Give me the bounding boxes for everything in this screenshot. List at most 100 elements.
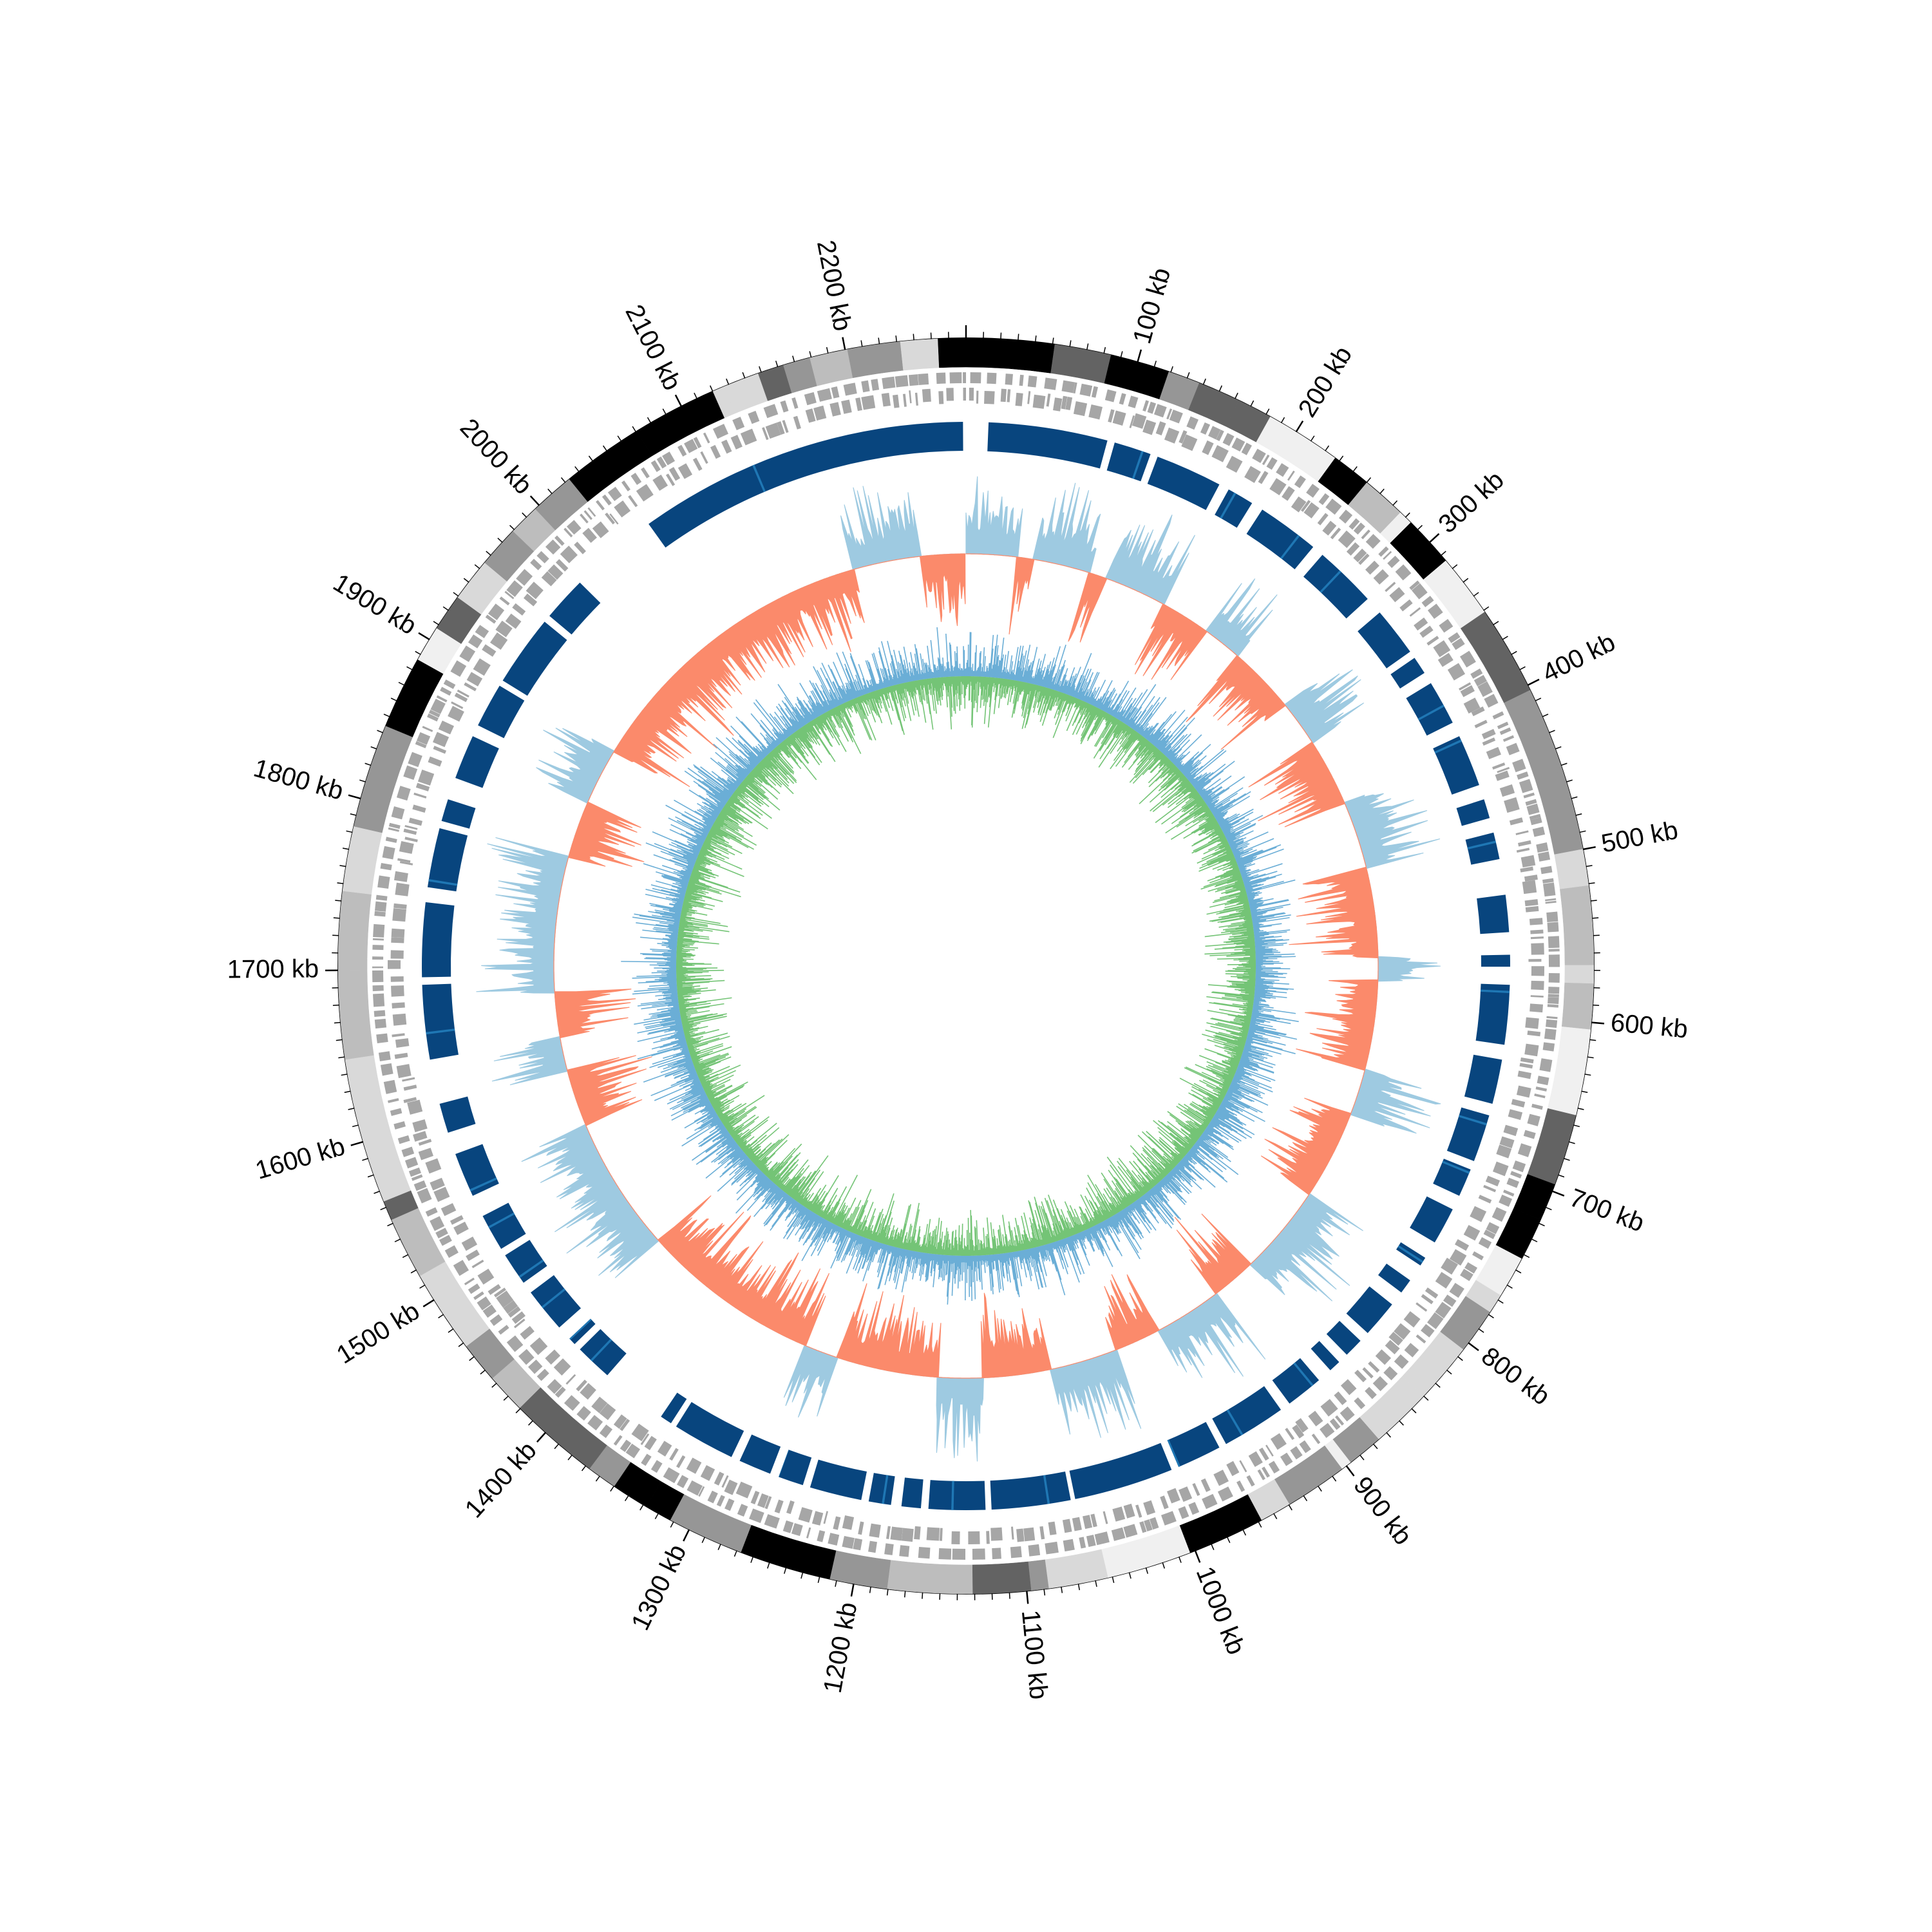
skew-positive-bar <box>1254 935 1265 938</box>
skew-positive-bar <box>1230 842 1244 849</box>
gene-feature <box>461 1236 478 1251</box>
skew-negative-bar <box>676 956 691 958</box>
gene-feature <box>1262 1466 1270 1478</box>
skew-negative-bar <box>1045 687 1048 696</box>
gene-feature <box>1276 463 1289 477</box>
skew-negative-bar <box>1185 783 1192 789</box>
skew-positive-bar <box>1018 1251 1023 1269</box>
ideogram-band <box>810 349 853 386</box>
skew-negative-bar <box>1125 728 1133 738</box>
skew-negative-bar <box>1168 1159 1177 1167</box>
skew-negative-bar <box>1060 1209 1072 1236</box>
skew-negative-bar <box>1055 694 1068 725</box>
skew-negative-bar <box>1023 683 1032 719</box>
skew-negative-bar <box>1052 1209 1065 1240</box>
skew-negative-bar <box>1205 1118 1211 1122</box>
skew-positive-bar <box>1118 697 1133 721</box>
gene-feature <box>529 1337 548 1356</box>
gene-feature <box>1492 711 1504 720</box>
skew-positive-bar <box>1112 690 1128 716</box>
skew-positive-bar <box>1168 1172 1190 1195</box>
skew-positive-bar <box>1222 1099 1265 1122</box>
gene-feature <box>385 837 397 843</box>
skew-negative-bar <box>1220 844 1230 850</box>
skew-positive-bar <box>1086 1229 1092 1240</box>
gene-feature <box>749 1508 764 1523</box>
skew-negative-bar <box>1108 1170 1133 1204</box>
skew-negative-bar <box>985 677 988 702</box>
gene-feature <box>909 390 912 404</box>
skew-negative-bar <box>1202 1101 1218 1111</box>
skew-positive-bar <box>1233 849 1244 855</box>
region-block <box>455 736 499 788</box>
skew-negative-bar <box>1116 720 1121 725</box>
skew-positive-bar <box>1096 1224 1111 1251</box>
skew-negative-bar <box>1218 833 1224 837</box>
skew-positive-bar <box>992 645 996 677</box>
skew-negative-bar <box>1033 685 1041 713</box>
skew-positive-bar <box>1117 709 1124 719</box>
skew-negative-bar <box>1130 729 1134 735</box>
gene-feature <box>432 732 450 748</box>
skew-negative-bar <box>1039 1239 1043 1246</box>
skew-negative-bar <box>1013 681 1021 714</box>
skew-positive-bar <box>1217 1109 1242 1124</box>
skew-positive-bar <box>1161 743 1171 753</box>
skew-positive-bar <box>1220 822 1231 829</box>
skew-positive-bar <box>1248 897 1263 902</box>
skew-positive-bar <box>1056 1241 1068 1274</box>
gene-feature <box>750 1490 760 1504</box>
skew-negative-bar <box>1179 1077 1223 1101</box>
gene-feature <box>393 871 408 882</box>
skew-positive-bar <box>1127 684 1157 726</box>
skew-negative-bar <box>1222 1061 1238 1068</box>
skew-negative-bar <box>1214 847 1231 856</box>
skew-negative-bar <box>1237 1014 1251 1019</box>
skew-negative-bar <box>1089 706 1095 716</box>
skew-positive-bar <box>1171 754 1179 762</box>
ideogram-band <box>847 341 904 379</box>
skew-positive-bar <box>1114 1214 1119 1222</box>
skew-negative-bar <box>1214 891 1247 902</box>
skew-positive-bar <box>1071 688 1075 697</box>
skew-negative-bar <box>1223 849 1232 854</box>
skew-negative-bar <box>999 678 1001 684</box>
gene-feature <box>1542 1042 1555 1052</box>
skew-positive-bar <box>1231 1082 1262 1097</box>
gene-feature <box>1160 1511 1177 1526</box>
region-block <box>1446 1107 1490 1162</box>
gene-feature <box>564 1395 580 1411</box>
skew-negative-bar <box>1074 698 1079 708</box>
gene-feature <box>457 689 469 698</box>
skew-positive-bar <box>1247 1035 1286 1046</box>
skew-negative-bar <box>1044 1198 1060 1241</box>
skew-negative-bar <box>1198 811 1213 822</box>
skew-positive-bar <box>1135 1200 1147 1215</box>
skew-negative-bar <box>1249 947 1256 949</box>
skew-positive-bar <box>1026 662 1032 683</box>
gene-feature <box>390 950 404 959</box>
gene-feature <box>390 1108 402 1116</box>
skew-positive-bar <box>1255 949 1276 951</box>
skew-negative-bar <box>1080 707 1099 742</box>
skew-positive-bar <box>1032 1247 1044 1288</box>
skew-negative-bar <box>1245 954 1256 956</box>
skew-negative-bar <box>1024 1240 1027 1250</box>
skew-negative-bar <box>1235 879 1243 883</box>
skew-positive-bar <box>1144 723 1158 739</box>
skew-negative-bar <box>1204 808 1210 813</box>
skew-negative-bar <box>1032 1222 1039 1247</box>
skew-negative-bar <box>1169 1163 1175 1168</box>
gene-feature <box>1459 682 1472 691</box>
gene-feature <box>990 1527 1003 1541</box>
gene-feature <box>963 388 966 401</box>
ideogram-band <box>972 1561 1032 1595</box>
gene-feature <box>1335 1415 1345 1426</box>
gene-feature <box>1000 388 1007 402</box>
skew-negative-bar <box>1207 817 1215 823</box>
skew-negative-bar <box>1164 1168 1170 1173</box>
skew-negative-bar <box>1179 1153 1184 1158</box>
skew-negative-bar <box>1106 714 1112 721</box>
skew-negative-bar <box>1235 1018 1251 1022</box>
skew-positive-bar <box>1230 1084 1240 1090</box>
